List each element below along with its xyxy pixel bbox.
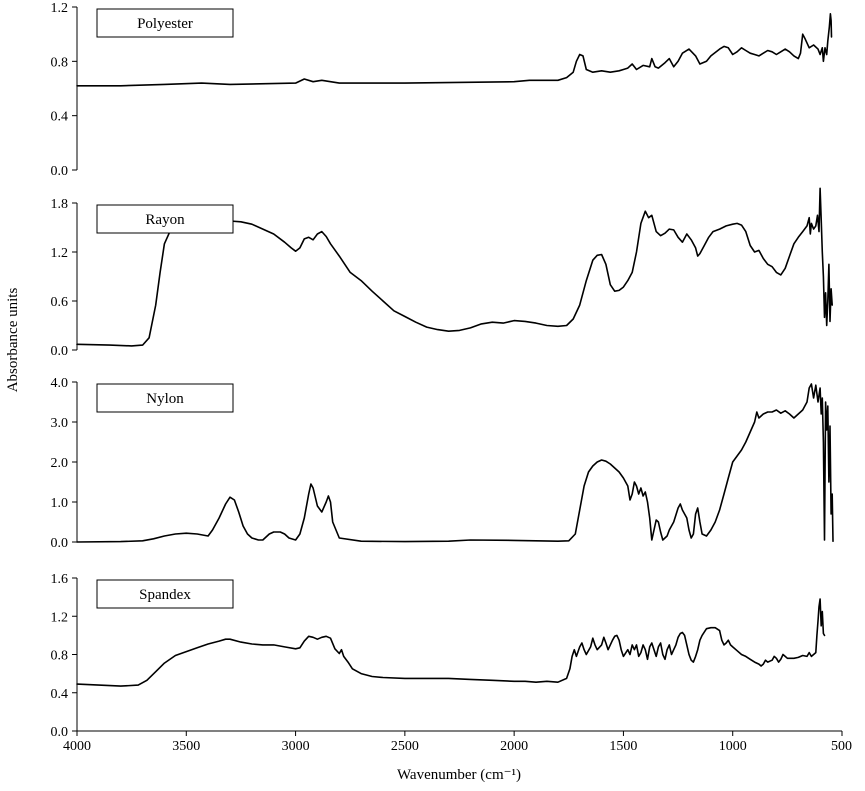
nylon-spectrum-line: [76, 383, 834, 543]
rayon-y-tick-label: 0.0: [51, 344, 69, 359]
rayon-spectrum-line: [76, 187, 833, 347]
spandex-y-tick-label: 0.8: [51, 649, 69, 664]
nylon-y-tick-label: 1.0: [51, 496, 69, 511]
polyester-y-tick-label: 0.4: [51, 110, 69, 125]
polyester-legend: Polyester: [96, 8, 234, 38]
nylon-legend-label: Nylon: [146, 391, 184, 407]
spandex-legend-label: Spandex: [139, 587, 191, 603]
y-axis-title: Absorbance units: [5, 288, 21, 393]
x-tick-label: 2000: [500, 739, 528, 754]
x-tick-label: 1000: [719, 739, 747, 754]
spandex-y-tick-label: 0.4: [51, 687, 69, 702]
panel-polyester: 0.0 0.4 0.8 1.2 Polyester: [51, 1, 833, 179]
x-axis-title: Wavenumber (cm⁻¹): [397, 767, 521, 783]
panel-rayon: 0.0 0.6 1.2 1.8 Rayon: [51, 187, 833, 359]
spandex-legend-box: [96, 579, 234, 609]
rayon-y-tick-label: 1.2: [51, 246, 69, 261]
nylon-y-tick-label: 0.0: [51, 536, 69, 551]
spandex-legend: Spandex: [96, 579, 234, 609]
rayon-legend-label: Rayon: [145, 212, 185, 228]
rayon-y-tick-label: 1.8: [51, 197, 69, 212]
spandex-y-tick-label: 1.2: [51, 610, 69, 625]
nylon-legend-box: [96, 383, 234, 413]
rayon-legend: Rayon: [96, 204, 234, 234]
x-tick-label: 500: [831, 739, 852, 754]
polyester-legend-box: [96, 8, 234, 38]
nylon-legend: Nylon: [96, 383, 234, 413]
x-tick-label: 3500: [172, 739, 200, 754]
x-tick-label: 2500: [391, 739, 419, 754]
spectra-panels: 0.00.40.81.2Polyester0.00.61.21.8Rayon0.…: [51, 1, 834, 740]
nylon-y-tick-label: 3.0: [51, 416, 69, 431]
x-axis: 4000 3500 3000 2500 2000 1500 1000 500: [63, 730, 852, 754]
x-tick-label: 4000: [63, 739, 91, 754]
spandex-y-tick-label: 1.6: [51, 572, 69, 587]
x-tick-label: 1500: [609, 739, 637, 754]
polyester-y-tick-label: 0.0: [51, 164, 69, 179]
nylon-y-tick-label: 4.0: [51, 376, 69, 391]
polyester-y-tick-label: 1.2: [51, 1, 69, 16]
rayon-legend-box: [96, 204, 234, 234]
polyester-legend-label: Polyester: [137, 16, 193, 32]
spandex-spectrum-line: [76, 598, 826, 687]
spandex-y-tick-label: 0.0: [51, 725, 69, 740]
nylon-y-tick-label: 2.0: [51, 456, 69, 471]
panel-spandex: 0.0 0.4 0.8 1.2 1.6 Spandex: [51, 572, 826, 740]
polyester-y-tick-label: 0.8: [51, 55, 69, 70]
polyester-spectrum-line: [76, 13, 833, 87]
x-tick-label: 3000: [282, 739, 310, 754]
panel-nylon: 0.0 1.0 2.0 3.0 4.0 Nylon: [51, 376, 834, 551]
rayon-y-tick-label: 0.6: [51, 295, 69, 310]
